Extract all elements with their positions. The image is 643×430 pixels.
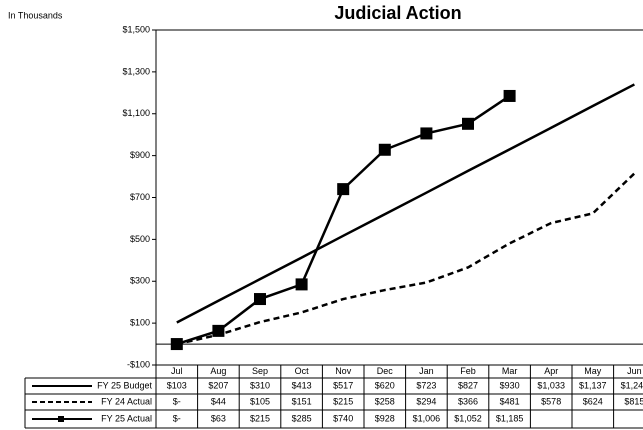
marker [378, 143, 391, 156]
data-table-cell: $624 [583, 396, 603, 406]
data-table-cell: $310 [250, 380, 270, 390]
chart-title: Judicial Action [334, 3, 461, 23]
y-tick-label: $1,100 [122, 108, 150, 118]
data-table-cell: $413 [292, 380, 312, 390]
x-tick-label: Apr [544, 366, 558, 376]
legend-label: FY 24 Actual [101, 396, 152, 406]
data-table-cell: $103 [167, 380, 187, 390]
x-tick-label: Dec [377, 366, 394, 376]
marker [254, 293, 266, 306]
data-table-cell: $215 [250, 413, 270, 423]
data-table-cell: $1,185 [496, 413, 524, 423]
x-tick-label: Oct [295, 366, 310, 376]
x-tick-label: Mar [502, 366, 518, 376]
marker [337, 183, 350, 196]
data-table-cell: $1,006 [413, 413, 441, 423]
data-table-cell: $1,033 [537, 380, 565, 390]
data-table-cell: $105 [250, 396, 270, 406]
marker [462, 117, 474, 130]
y-tick-label: $100 [130, 318, 150, 328]
data-table-cell: $63 [211, 413, 226, 423]
data-table-cell: $- [173, 396, 181, 406]
data-table-cell: $1,240 [621, 380, 643, 390]
data-table-cell: $815 [624, 396, 643, 406]
y-tick-label: $1,500 [122, 24, 150, 34]
data-table-cell: $151 [292, 396, 312, 406]
y-tick-label: $1,300 [122, 66, 150, 76]
marker [295, 278, 308, 291]
data-table-cell: $620 [375, 380, 395, 390]
x-tick-label: Nov [335, 366, 352, 376]
unit-note: In Thousands [8, 10, 63, 20]
data-table-cell: $481 [500, 396, 520, 406]
y-tick-label: $700 [130, 192, 150, 202]
x-tick-label: May [584, 366, 602, 376]
x-tick-label: Sep [252, 366, 268, 376]
data-table-cell: $1,137 [579, 380, 607, 390]
data-table-cell: $44 [211, 396, 226, 406]
data-table-cell: $285 [292, 413, 312, 423]
y-tick-label: $500 [130, 234, 150, 244]
marker [420, 127, 433, 140]
x-tick-label: Jan [419, 366, 434, 376]
data-table-cell: $930 [500, 380, 520, 390]
data-table-cell: $294 [416, 396, 436, 406]
data-table-cell: $1,052 [454, 413, 482, 423]
y-tick-label: -$100 [127, 359, 150, 369]
x-tick-label: Jul [171, 366, 183, 376]
x-tick-label: Feb [460, 366, 476, 376]
data-table-cell: $517 [333, 380, 353, 390]
data-table-cell: $207 [208, 380, 228, 390]
series-line [176, 172, 636, 346]
legend-marker [58, 416, 64, 422]
data-table-cell: $- [173, 413, 181, 423]
x-tick-label: Jun [627, 366, 642, 376]
data-table-cell: $215 [333, 396, 353, 406]
marker [170, 338, 183, 351]
series-line [176, 83, 635, 324]
y-tick-label: $300 [130, 276, 150, 286]
marker [503, 89, 516, 102]
y-tick-label: $900 [130, 150, 150, 160]
data-table-cell: $723 [416, 380, 436, 390]
data-table-cell: $366 [458, 396, 478, 406]
legend-label: FY 25 Budget [97, 380, 152, 390]
data-table-cell: $258 [375, 396, 395, 406]
legend-label: FY 25 Actual [101, 413, 152, 423]
x-tick-label: Aug [210, 366, 226, 376]
data-table-cell: $928 [375, 413, 395, 423]
data-table-cell: $740 [333, 413, 353, 423]
marker [212, 324, 225, 337]
series-line [176, 94, 511, 346]
data-table-cell: $578 [541, 396, 561, 406]
data-table-cell: $827 [458, 380, 478, 390]
